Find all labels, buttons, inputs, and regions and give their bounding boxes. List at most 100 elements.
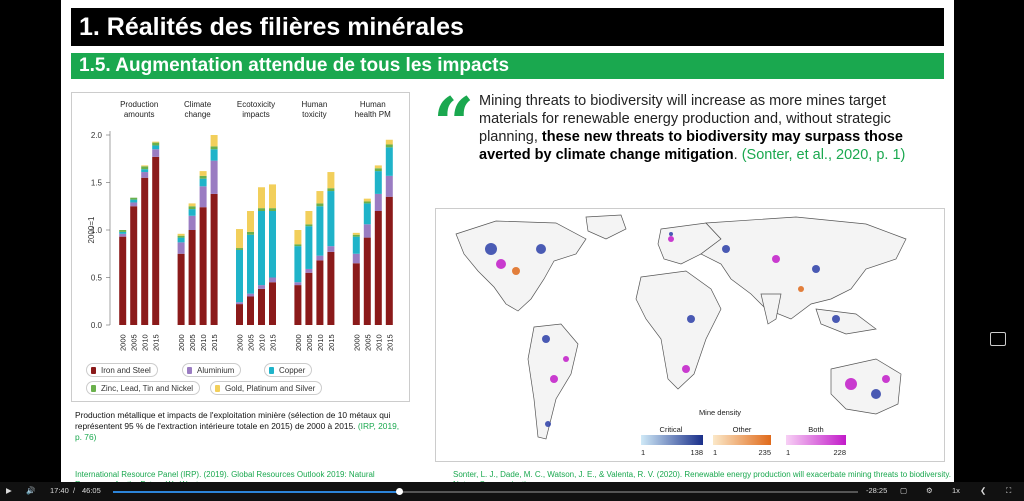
- bar-segment: [130, 199, 138, 203]
- progress-fill[interactable]: [113, 491, 399, 493]
- year-label: 2010: [199, 334, 208, 351]
- y-tick-label: 1.0: [91, 226, 103, 235]
- map-legend-critical-label: Critical: [660, 425, 683, 434]
- y-tick-label: 2.0: [91, 131, 103, 140]
- bar-segment: [269, 277, 276, 283]
- bar-segment: [385, 144, 393, 148]
- bar-segment: [294, 230, 302, 245]
- year-label: 2005: [305, 334, 314, 351]
- bar-segment: [352, 263, 360, 325]
- year-label: 2015: [327, 334, 336, 351]
- progress-track[interactable]: [399, 491, 858, 493]
- bar-segment: [130, 206, 138, 325]
- bar-segment: [374, 211, 382, 325]
- bar-segment: [316, 206, 324, 256]
- bar-segment: [374, 168, 382, 172]
- bar-segment: [258, 285, 265, 289]
- legend-swatch: [269, 367, 274, 374]
- play-icon[interactable]: ▶: [6, 486, 12, 495]
- quote-text: Mining threats to biodiversity will incr…: [479, 92, 909, 164]
- bar-segment: [316, 255, 324, 261]
- other-gradient: [713, 435, 771, 445]
- caption-text: Production métallique et impacts de l'ex…: [75, 410, 391, 431]
- other-min: 1: [713, 448, 717, 457]
- bar-segment: [294, 244, 302, 247]
- year-label: 2000: [352, 334, 361, 351]
- legend-label: Gold, Platinum and Silver: [225, 384, 316, 393]
- year-label: 2010: [374, 334, 383, 351]
- fullscreen-icon[interactable]: ⛶: [1006, 486, 1012, 495]
- group-label: amounts: [124, 110, 155, 119]
- bar-segment: [374, 171, 382, 194]
- bar-segment: [269, 184, 276, 209]
- both-gradient: [786, 435, 846, 445]
- bar-segment: [385, 196, 393, 325]
- legend-swatch: [215, 385, 220, 392]
- map-legend: Mine density Critical 1 138 Other 1 235 …: [641, 408, 846, 457]
- bar-segment: [210, 135, 218, 147]
- y-tick-label: 0.0: [91, 321, 103, 330]
- bar-segment: [210, 146, 218, 150]
- bar-segment: [210, 160, 218, 194]
- playback-speed[interactable]: 1x: [952, 486, 960, 495]
- bar-segment: [199, 171, 207, 176]
- bar-segment: [294, 285, 302, 325]
- both-max: 228: [833, 448, 846, 457]
- bar-segment: [152, 156, 160, 325]
- caption-cite: (IRP, 2019, p. 76): [75, 421, 400, 442]
- both-min: 1: [786, 448, 790, 457]
- legend-swatch: [187, 367, 192, 374]
- volume-icon[interactable]: 🔊: [26, 486, 36, 495]
- bar-segment: [385, 175, 393, 197]
- bar-segment: [188, 230, 196, 325]
- bar-segment: [294, 246, 302, 283]
- bar-segment: [316, 203, 324, 207]
- bar-segment: [188, 206, 196, 210]
- group-label: Human: [302, 100, 328, 109]
- slide-subtitle: 1.5. Augmentation attendue de tous les i…: [71, 53, 944, 79]
- y-tick-label: 0.5: [91, 274, 103, 283]
- slide: 1. Réalités des filières minérales 1.5. …: [61, 0, 954, 501]
- share-icon[interactable]: ❮: [980, 486, 987, 495]
- bar-segment: [258, 187, 265, 209]
- bar-segment: [210, 193, 218, 325]
- bar-segment: [258, 211, 265, 286]
- quote-end: .: [733, 147, 742, 163]
- captions-icon[interactable]: ▢: [900, 486, 908, 495]
- bar-segment: [141, 165, 149, 167]
- year-label: 2000: [236, 334, 245, 351]
- map-legend-title: Mine density: [699, 408, 741, 417]
- year-label: 2015: [210, 334, 219, 351]
- bar-segment: [305, 211, 313, 225]
- remaining-time: -28:25: [866, 486, 888, 495]
- map-legend-other-label: Other: [733, 425, 752, 434]
- north-america: [455, 220, 587, 312]
- map-legend-both-label: Both: [808, 425, 823, 434]
- bar-segment: [363, 198, 371, 202]
- group-label: change: [184, 110, 211, 119]
- bar-segment: [119, 231, 127, 234]
- bar-segment: [130, 197, 138, 200]
- legend-label: Iron and Steel: [101, 366, 151, 375]
- bar-segment: [363, 201, 371, 204]
- legend-item: Copper: [264, 363, 313, 377]
- other-max: 235: [758, 448, 771, 457]
- bar-segment: [363, 237, 371, 325]
- bar-segment: [177, 242, 185, 254]
- duration: 46:05: [82, 486, 101, 495]
- gear-icon[interactable]: ⚙: [926, 486, 933, 495]
- bar-segment: [119, 233, 127, 237]
- bar-segment: [236, 304, 243, 325]
- critical-max: 138: [690, 448, 703, 457]
- group-label: Production: [120, 100, 158, 109]
- progress-handle[interactable]: [396, 488, 403, 495]
- bar-segment: [188, 203, 196, 207]
- picture-in-picture-icon[interactable]: [990, 332, 1006, 346]
- bar-segment: [247, 234, 254, 294]
- bar-segment: [363, 224, 371, 238]
- slide-title: 1. Réalités des filières minérales: [71, 8, 944, 46]
- bar-segment: [236, 229, 243, 249]
- year-label: 2005: [363, 334, 372, 351]
- bar-segment: [119, 236, 127, 325]
